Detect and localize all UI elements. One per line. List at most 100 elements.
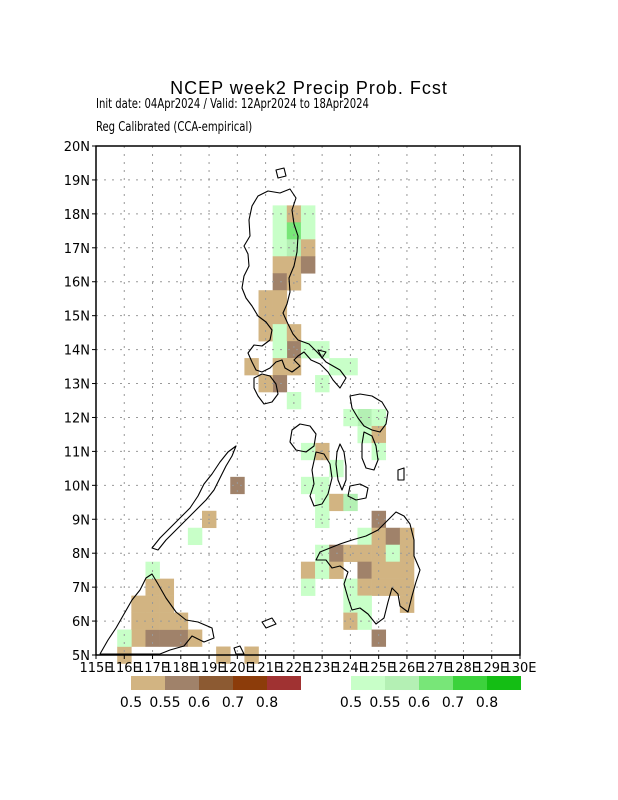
legend-below-normal: 0.5 0.55 0.6 0.7 0.8 bbox=[120, 676, 301, 711]
siargao-coast bbox=[397, 467, 405, 481]
legend-dry-swatch bbox=[267, 676, 301, 690]
legend-dry-label: 0.7 bbox=[222, 695, 244, 711]
prob-cell-d1 bbox=[343, 544, 358, 562]
prob-cell-d1 bbox=[258, 324, 273, 342]
prob-cell-w1 bbox=[371, 408, 387, 427]
prob-cell-w1 bbox=[187, 527, 203, 546]
cebu-coast bbox=[335, 443, 347, 491]
lat-label: 19N bbox=[64, 174, 90, 189]
luzon-coast bbox=[241, 188, 347, 389]
lon-label: 115E bbox=[79, 661, 112, 676]
prob-cell-w1 bbox=[286, 392, 302, 410]
legend-dry-swatch bbox=[131, 676, 165, 690]
legend-dry-label: 0.6 bbox=[188, 695, 210, 711]
legend-wet-swatch bbox=[385, 676, 419, 690]
lon-label: 118E bbox=[164, 661, 197, 676]
prob-cell-d2 bbox=[272, 375, 288, 393]
page-title: NCEP week2 Precip Prob. Fcst bbox=[170, 78, 448, 98]
panay-coast bbox=[289, 423, 317, 453]
legend-dry-swatch bbox=[199, 676, 233, 690]
prob-cell-d1 bbox=[173, 612, 189, 630]
prob-cell-w1 bbox=[357, 425, 372, 444]
prob-cell-d1 bbox=[371, 527, 387, 546]
prob-cell-d1 bbox=[286, 205, 302, 223]
prob-cell-w1 bbox=[300, 205, 316, 223]
legend-dry-swatch bbox=[233, 676, 267, 690]
prob-cell-w1 bbox=[343, 408, 358, 427]
lon-label: 122E bbox=[277, 661, 310, 676]
borneo-coast bbox=[99, 573, 215, 655]
legend-wet-label: 0.8 bbox=[476, 695, 498, 711]
prob-cell-d1 bbox=[159, 612, 175, 630]
lat-label: 7N bbox=[72, 581, 90, 596]
prob-cell-w1 bbox=[272, 239, 288, 257]
prob-cell-w1 bbox=[315, 493, 330, 512]
lat-label: 12N bbox=[64, 411, 90, 426]
legend-wet-label: 0.55 bbox=[369, 695, 400, 711]
lat-label: 9N bbox=[72, 513, 90, 528]
prob-cell-d1 bbox=[343, 612, 358, 630]
lat-label: 11N bbox=[64, 445, 90, 460]
legend-dry-label: 0.5 bbox=[120, 695, 142, 711]
prob-cell-d1 bbox=[131, 595, 146, 613]
probability-cells bbox=[117, 205, 415, 664]
prob-cell-d2 bbox=[272, 273, 288, 291]
prob-cell-d2 bbox=[173, 629, 189, 647]
bohol-coast bbox=[347, 483, 369, 501]
lat-label: 17N bbox=[64, 242, 90, 257]
prob-cell-w1 bbox=[300, 341, 316, 359]
legend-dry-label: 0.8 bbox=[256, 695, 278, 711]
grid-lines bbox=[96, 146, 520, 655]
map-frame bbox=[95, 145, 521, 656]
prob-cell-d1 bbox=[357, 544, 372, 562]
coastline bbox=[99, 167, 421, 655]
babuyan-coast bbox=[275, 167, 287, 179]
mindanao-coast bbox=[315, 511, 421, 625]
prob-cell-w1 bbox=[272, 205, 288, 223]
sulu-islands-coast bbox=[261, 617, 277, 629]
prob-cell-w1 bbox=[272, 222, 288, 240]
prob-cell-w1 bbox=[357, 612, 372, 630]
lon-label: 127E bbox=[419, 661, 452, 676]
prob-cell-w1 bbox=[315, 510, 330, 529]
prob-cell-d1 bbox=[357, 578, 372, 596]
prob-cell-d1 bbox=[145, 595, 160, 613]
prob-cell-d1 bbox=[159, 578, 175, 596]
legend-wet-swatch bbox=[419, 676, 453, 690]
leyte-coast bbox=[361, 431, 379, 471]
prob-cell-w1 bbox=[300, 222, 316, 240]
prob-cell-d2 bbox=[300, 256, 316, 274]
lat-label: 15N bbox=[64, 310, 90, 325]
legend-above-normal: 0.5 0.55 0.6 0.7 0.8 bbox=[340, 676, 521, 711]
lat-label: 10N bbox=[64, 479, 90, 494]
lat-label: 8N bbox=[72, 547, 90, 562]
lon-label: 120E bbox=[221, 661, 254, 676]
palawan-coast bbox=[151, 445, 237, 551]
legend-wet-label: 0.5 bbox=[340, 695, 362, 711]
subtitle-method: Reg Calibrated (CCA-empirical) bbox=[96, 120, 253, 135]
prob-cell-d2 bbox=[357, 561, 372, 579]
prob-cell-d1 bbox=[300, 561, 316, 579]
prob-cell-w1 bbox=[329, 358, 344, 376]
lon-label: 116E bbox=[108, 661, 141, 676]
prob-cell-d1 bbox=[399, 544, 415, 562]
lon-label: 124E bbox=[334, 661, 367, 676]
lat-label: 5N bbox=[72, 649, 90, 664]
prob-cell-w2 bbox=[343, 493, 358, 512]
prob-cell-w1 bbox=[315, 476, 330, 495]
prob-cell-w1 bbox=[117, 629, 132, 647]
lon-label: 117E bbox=[136, 661, 169, 676]
palawan-tip-coast bbox=[233, 645, 245, 655]
legend-dry-label: 0.55 bbox=[149, 695, 180, 711]
prob-cell-d2 bbox=[371, 510, 387, 529]
prob-cell-d2 bbox=[286, 341, 302, 359]
prob-cell-d1 bbox=[385, 561, 401, 579]
prob-cell-d1 bbox=[329, 561, 344, 579]
prob-cell-w1 bbox=[343, 358, 358, 376]
lon-label: 121E bbox=[249, 661, 282, 676]
prob-cell-d2 bbox=[159, 629, 175, 647]
subtitle-dates: Init date: 04Apr2024 / Valid: 12Apr2024 … bbox=[96, 97, 369, 112]
lon-label: 125E bbox=[362, 661, 395, 676]
legend-wet-swatch bbox=[351, 676, 385, 690]
